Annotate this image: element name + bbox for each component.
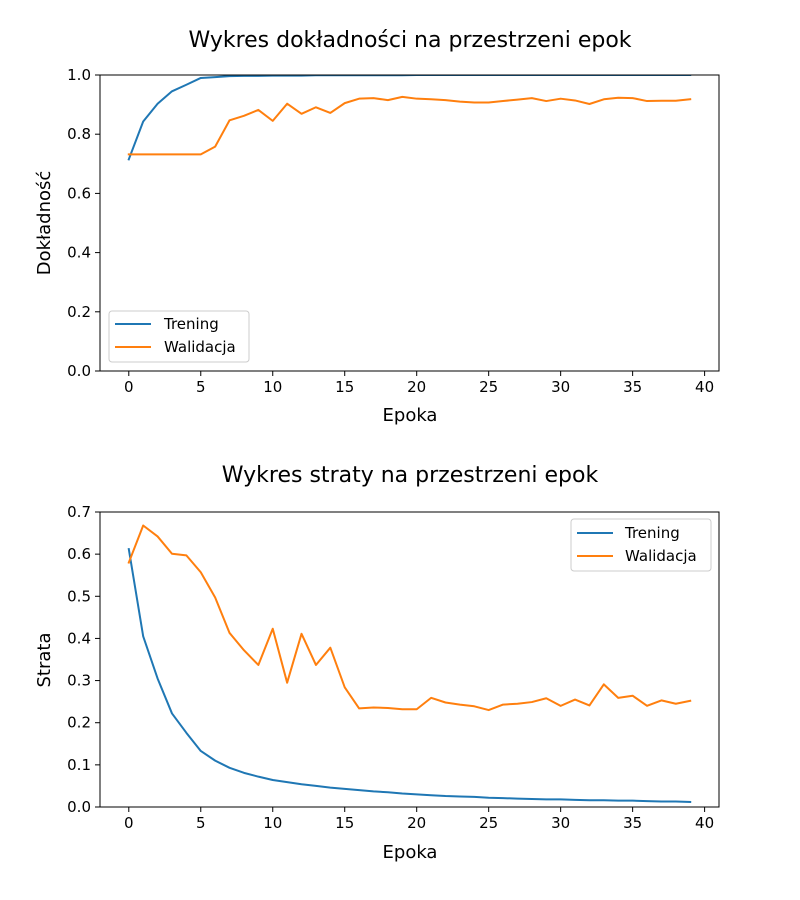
accuracy-x-tick-label: 35	[623, 378, 642, 396]
loss-legend: Trening Walidacja	[570, 518, 712, 572]
loss-x-tick-label: 10	[263, 814, 282, 832]
accuracy-y-tick-label: 0.8	[67, 125, 91, 143]
loss-x-ticks: 0 5 10 15 20 25 30 35 40	[124, 807, 714, 832]
loss-legend-label-walidacja: Walidacja	[625, 547, 697, 565]
accuracy-chart: Wykres dokładności na przestrzeni epok 0…	[34, 28, 720, 426]
accuracy-x-tick-label: 30	[551, 378, 570, 396]
accuracy-y-tick-label: 1.0	[67, 66, 91, 84]
loss-x-tick-label: 25	[479, 814, 498, 832]
accuracy-axes-frame	[99, 74, 720, 372]
accuracy-x-ticks: 0 5 10 15 20 25 30 35 40	[124, 371, 714, 396]
loss-y-tick-label: 0.5	[67, 587, 91, 605]
accuracy-x-tick-label: 0	[124, 378, 134, 396]
accuracy-y-tick-label: 0.2	[67, 303, 91, 321]
loss-y-tick-label: 0.6	[67, 545, 91, 563]
loss-y-tick-label: 0.0	[67, 798, 91, 816]
accuracy-legend-label-trening: Trening	[163, 315, 219, 333]
loss-y-tick-label: 0.1	[67, 756, 91, 774]
loss-y-tick-label: 0.3	[67, 672, 91, 690]
loss-axes-frame	[99, 511, 720, 808]
accuracy-y-tick-label: 0.0	[67, 362, 91, 380]
accuracy-x-axis-label: Epoka	[383, 405, 438, 426]
loss-x-tick-label: 15	[335, 814, 354, 832]
accuracy-x-tick-label: 40	[695, 378, 714, 396]
accuracy-plot-area	[99, 74, 720, 372]
accuracy-legend: Trening Walidacja	[108, 310, 250, 363]
loss-chart: Wykres straty na przestrzeni epok 0 5 10 15…	[34, 463, 720, 863]
accuracy-series-line-walidacja	[127, 95, 692, 156]
accuracy-y-tick-label: 0.4	[67, 244, 91, 262]
accuracy-x-tick-label: 10	[263, 378, 282, 396]
accuracy-chart-title: Wykres dokładności na przestrzeni epok	[188, 28, 631, 53]
accuracy-x-tick-label: 20	[407, 378, 426, 396]
accuracy-y-axis-label: Dokładność	[34, 171, 55, 276]
loss-y-tick-label: 0.2	[67, 714, 91, 732]
loss-series-line-trening	[127, 547, 692, 803]
loss-legend-label-trening: Trening	[624, 524, 680, 542]
loss-chart-title: Wykres straty na przestrzeni epok	[222, 463, 599, 488]
loss-plot-area	[99, 511, 720, 808]
loss-y-ticks: 0.0 0.1 0.2 0.3 0.4 0.5 0.6 0.7	[67, 503, 100, 816]
loss-series-line-walidacja	[127, 524, 692, 712]
accuracy-x-tick-label: 5	[196, 378, 206, 396]
loss-x-tick-label: 0	[124, 814, 134, 832]
loss-y-axis-label: Strata	[34, 632, 55, 687]
loss-x-tick-label: 5	[196, 814, 206, 832]
loss-x-tick-label: 20	[407, 814, 426, 832]
loss-x-tick-label: 40	[695, 814, 714, 832]
accuracy-x-tick-label: 15	[335, 378, 354, 396]
loss-y-tick-label: 0.7	[67, 503, 91, 521]
accuracy-y-ticks: 0.0 0.2 0.4 0.6 0.8 1.0	[67, 66, 100, 380]
accuracy-legend-label-walidacja: Walidacja	[164, 338, 236, 356]
loss-x-axis-label: Epoka	[383, 842, 438, 863]
loss-y-tick-label: 0.4	[67, 629, 91, 647]
loss-x-tick-label: 35	[623, 814, 642, 832]
accuracy-y-tick-label: 0.6	[67, 184, 91, 202]
loss-x-tick-label: 30	[551, 814, 570, 832]
accuracy-x-tick-label: 25	[479, 378, 498, 396]
